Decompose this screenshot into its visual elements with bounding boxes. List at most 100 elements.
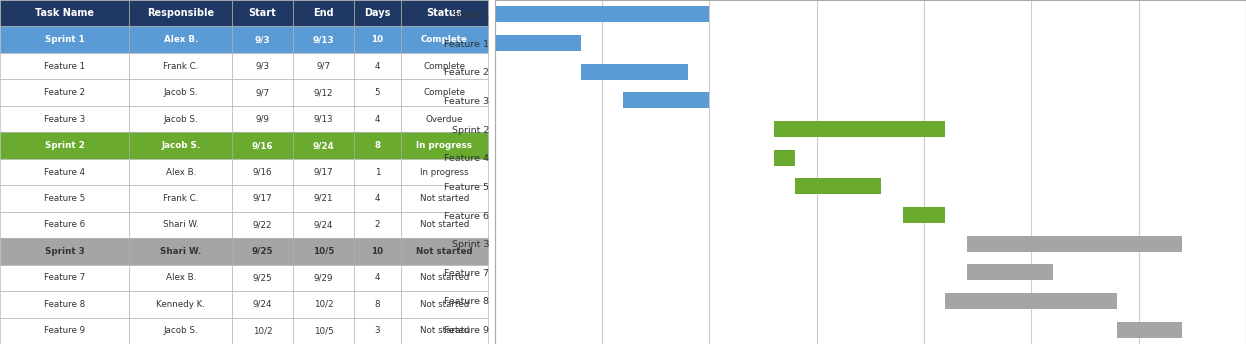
- Text: Not started: Not started: [420, 221, 470, 229]
- Text: Not started: Not started: [420, 273, 470, 282]
- Bar: [293, 265, 354, 291]
- Text: 3: 3: [375, 326, 380, 335]
- Text: Feature 4: Feature 4: [44, 168, 85, 176]
- Bar: [293, 291, 354, 318]
- Bar: [774, 121, 946, 137]
- Text: 9/13: 9/13: [313, 35, 334, 44]
- Text: 9/22: 9/22: [253, 221, 273, 229]
- Bar: [293, 53, 354, 79]
- Bar: [232, 212, 293, 238]
- Text: Shari W.: Shari W.: [159, 247, 202, 256]
- Text: Alex B.: Alex B.: [166, 273, 196, 282]
- Text: 4: 4: [375, 273, 380, 282]
- Bar: [130, 159, 232, 185]
- Bar: [400, 265, 488, 291]
- Bar: [232, 159, 293, 185]
- Text: 9/24: 9/24: [313, 141, 334, 150]
- Text: Complete: Complete: [424, 62, 466, 71]
- Text: 9/17: 9/17: [314, 168, 334, 176]
- Text: 9/25: 9/25: [253, 273, 273, 282]
- Text: 9/9: 9/9: [255, 115, 269, 123]
- Bar: [293, 26, 354, 53]
- Bar: [354, 106, 400, 132]
- Text: Frank C.: Frank C.: [163, 194, 198, 203]
- Bar: [0, 132, 130, 159]
- Text: Start: Start: [249, 8, 277, 18]
- Bar: [0, 185, 130, 212]
- Bar: [354, 291, 400, 318]
- Text: 5: 5: [375, 88, 380, 97]
- Bar: [293, 79, 354, 106]
- Bar: [232, 106, 293, 132]
- Bar: [354, 212, 400, 238]
- Text: 9/3: 9/3: [254, 35, 270, 44]
- Text: 9/24: 9/24: [253, 300, 273, 309]
- Bar: [967, 236, 1181, 251]
- Text: Shari W.: Shari W.: [163, 221, 198, 229]
- Text: Not started: Not started: [420, 194, 470, 203]
- Text: In progress: In progress: [416, 141, 472, 150]
- Text: 9/3: 9/3: [255, 62, 269, 71]
- Bar: [774, 150, 795, 165]
- Bar: [232, 238, 293, 265]
- Bar: [354, 238, 400, 265]
- Text: Sprint 3: Sprint 3: [45, 247, 85, 256]
- Text: 9/16: 9/16: [253, 168, 273, 176]
- Bar: [293, 318, 354, 344]
- Bar: [946, 293, 1118, 309]
- Text: Status: Status: [426, 8, 462, 18]
- Bar: [293, 185, 354, 212]
- Text: Kennedy K.: Kennedy K.: [156, 300, 206, 309]
- Bar: [354, 0, 400, 26]
- Bar: [400, 318, 488, 344]
- Text: 9/12: 9/12: [314, 88, 334, 97]
- Bar: [293, 212, 354, 238]
- Bar: [354, 26, 400, 53]
- Bar: [967, 265, 1053, 280]
- Bar: [400, 291, 488, 318]
- Bar: [293, 106, 354, 132]
- Text: 10/2: 10/2: [314, 300, 334, 309]
- Bar: [354, 159, 400, 185]
- Bar: [354, 53, 400, 79]
- Bar: [354, 265, 400, 291]
- Text: 4: 4: [375, 115, 380, 123]
- Bar: [232, 26, 293, 53]
- Text: 8: 8: [375, 300, 380, 309]
- Bar: [130, 106, 232, 132]
- Bar: [400, 212, 488, 238]
- Bar: [495, 7, 709, 22]
- Text: Responsible: Responsible: [147, 8, 214, 18]
- Bar: [795, 179, 881, 194]
- Text: End: End: [313, 8, 334, 18]
- Bar: [130, 132, 232, 159]
- Text: 10/5: 10/5: [314, 326, 334, 335]
- Text: Not started: Not started: [420, 326, 470, 335]
- Text: Feature 7: Feature 7: [44, 273, 85, 282]
- Text: Feature 2: Feature 2: [44, 88, 85, 97]
- Text: Jacob S.: Jacob S.: [163, 326, 198, 335]
- Bar: [130, 238, 232, 265]
- Bar: [130, 53, 232, 79]
- Text: 9/16: 9/16: [252, 141, 273, 150]
- Text: Sprint 1: Sprint 1: [45, 35, 85, 44]
- Bar: [1118, 322, 1181, 337]
- Bar: [232, 291, 293, 318]
- Bar: [0, 238, 130, 265]
- Text: 9/29: 9/29: [314, 273, 334, 282]
- Bar: [0, 291, 130, 318]
- Text: In progress: In progress: [420, 168, 468, 176]
- Text: Overdue: Overdue: [426, 115, 464, 123]
- Bar: [130, 265, 232, 291]
- Text: 10/2: 10/2: [253, 326, 273, 335]
- Text: 4: 4: [375, 194, 380, 203]
- Text: Jacob S.: Jacob S.: [161, 141, 201, 150]
- Bar: [0, 53, 130, 79]
- Bar: [400, 185, 488, 212]
- Text: 4: 4: [375, 62, 380, 71]
- Text: 9/7: 9/7: [255, 88, 269, 97]
- Bar: [232, 318, 293, 344]
- Text: Days: Days: [364, 8, 390, 18]
- Bar: [293, 0, 354, 26]
- Text: 10/5: 10/5: [313, 247, 334, 256]
